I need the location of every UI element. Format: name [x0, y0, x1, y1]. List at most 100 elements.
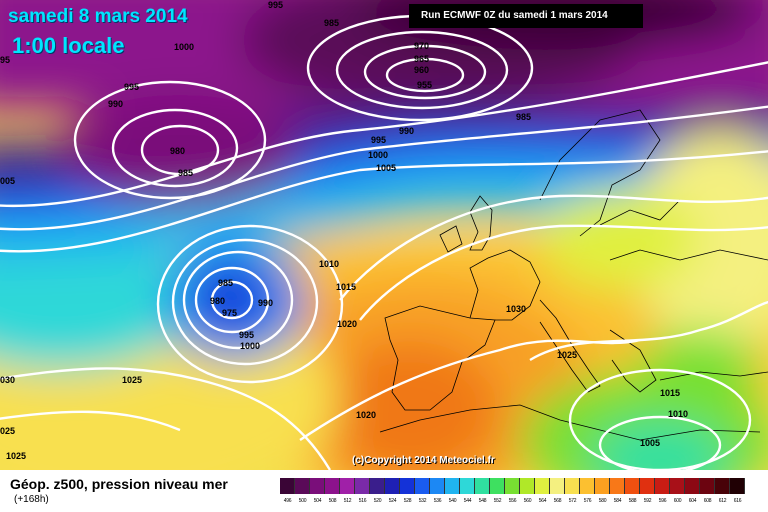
scale-label: 588	[628, 498, 637, 504]
isobar-label: 1015	[336, 282, 356, 292]
scale-label: 568	[553, 498, 562, 504]
scale-swatch	[340, 478, 355, 494]
scale-swatch	[595, 478, 610, 494]
scale-label: 592	[643, 498, 652, 504]
scale-swatch	[730, 478, 745, 494]
isobar-label: 990	[399, 126, 414, 136]
scale-swatch	[565, 478, 580, 494]
scale-swatch	[670, 478, 685, 494]
scale-label: 500	[298, 498, 307, 504]
isobar-label: 1010	[319, 259, 339, 269]
scale-swatch	[685, 478, 700, 494]
scale-swatch	[550, 478, 565, 494]
scale-label: 504	[313, 498, 322, 504]
forecast-date: samedi 8 mars 2014	[8, 6, 188, 27]
scale-swatch	[535, 478, 550, 494]
isobar-label: 970	[414, 41, 429, 51]
isobar-label: 1015	[660, 388, 680, 398]
geopotential-field	[0, 0, 768, 470]
isobar-label: 980	[170, 146, 185, 156]
isobar-label: 1025	[557, 350, 577, 360]
isobar-label: 1030	[506, 304, 526, 314]
scale-label: 508	[328, 498, 337, 504]
isobar-label: 1000	[368, 150, 388, 160]
scale-label: 608	[703, 498, 712, 504]
scale-label: 572	[568, 498, 577, 504]
scale-swatch	[310, 478, 325, 494]
isobar-label: 1020	[356, 410, 376, 420]
scale-swatch	[460, 478, 475, 494]
isobar-label: 1005	[376, 163, 396, 173]
isobar-label: 1005	[640, 438, 660, 448]
isobar-label: 975	[222, 308, 237, 318]
scale-label: 540	[448, 498, 457, 504]
lead-time: (+168h)	[14, 494, 49, 505]
run-info: Run ECMWF 0Z du samedi 1 mars 2014	[409, 4, 643, 28]
scale-label: 596	[658, 498, 667, 504]
color-scale-labels: 496 500 504 508 512 516 520 524 528 532 536 540 544 5…	[280, 498, 745, 504]
scale-swatch	[715, 478, 730, 494]
scale-swatch	[385, 478, 400, 494]
scale-label: 528	[403, 498, 412, 504]
scale-label: 556	[508, 498, 517, 504]
color-scale	[280, 478, 745, 494]
isobar-label: 1000	[174, 42, 194, 52]
isobar-label: 985	[516, 112, 531, 122]
isobar-label: 995	[268, 0, 283, 10]
scale-label: 604	[688, 498, 697, 504]
isobar-label: 995	[239, 330, 254, 340]
scale-swatch	[640, 478, 655, 494]
forecast-time: 1:00 locale	[12, 33, 125, 58]
scale-label: 516	[358, 498, 367, 504]
isobar-label: 025	[0, 426, 15, 436]
isobar-label: 1000	[240, 341, 260, 351]
scale-swatch	[625, 478, 640, 494]
scale-label: 496	[283, 498, 292, 504]
scale-label: 552	[493, 498, 502, 504]
scale-label: 520	[373, 498, 382, 504]
parameter-title: Géop. z500, pression niveau mer	[10, 476, 228, 492]
scale-label: 612	[718, 498, 727, 504]
isobar-label: 995	[371, 135, 386, 145]
scale-swatch	[445, 478, 460, 494]
scale-label: 560	[523, 498, 532, 504]
isobar-label: 1025	[6, 451, 26, 461]
scale-label: 548	[478, 498, 487, 504]
isobar-label: 965	[414, 54, 429, 64]
legend-footer: Géop. z500, pression niveau mer (+168h) …	[0, 470, 768, 512]
scale-swatch	[475, 478, 490, 494]
isobar-label: 985	[324, 18, 339, 28]
scale-label: 512	[343, 498, 352, 504]
scale-swatch	[610, 478, 625, 494]
scale-swatch	[505, 478, 520, 494]
isobar-label: 990	[108, 99, 123, 109]
copyright: (c)Copyright 2014 Meteociel.fr	[352, 455, 495, 466]
isobar-label: 960	[414, 65, 429, 75]
isobar-label: 985	[178, 168, 193, 178]
scale-label: 532	[418, 498, 427, 504]
isobar-label: 1025	[122, 375, 142, 385]
scale-swatch	[430, 478, 445, 494]
isobar-label: 985	[218, 278, 233, 288]
isobars	[0, 14, 768, 470]
isobar-label: 030	[0, 375, 15, 385]
isobar-label: 990	[258, 298, 273, 308]
isobar-labels: 995 985 1000 995 990 95 980 985 005 970 …	[0, 0, 688, 461]
scale-swatch	[655, 478, 670, 494]
scale-swatch	[280, 478, 295, 494]
isobar-label: 955	[417, 80, 432, 90]
scale-swatch	[295, 478, 310, 494]
scale-label: 580	[598, 498, 607, 504]
isobar-label: 980	[210, 296, 225, 306]
scale-swatch	[370, 478, 385, 494]
scale-swatch	[355, 478, 370, 494]
scale-label: 576	[583, 498, 592, 504]
isobar-label: 1020	[337, 319, 357, 329]
scale-swatch	[325, 478, 340, 494]
coastlines	[379, 109, 768, 441]
scale-label: 544	[463, 498, 472, 504]
isobar-label: 95	[0, 55, 10, 65]
z500-map: 995 985 1000 995 990 95 980 985 005 970 …	[0, 0, 768, 470]
scale-label: 564	[538, 498, 547, 504]
